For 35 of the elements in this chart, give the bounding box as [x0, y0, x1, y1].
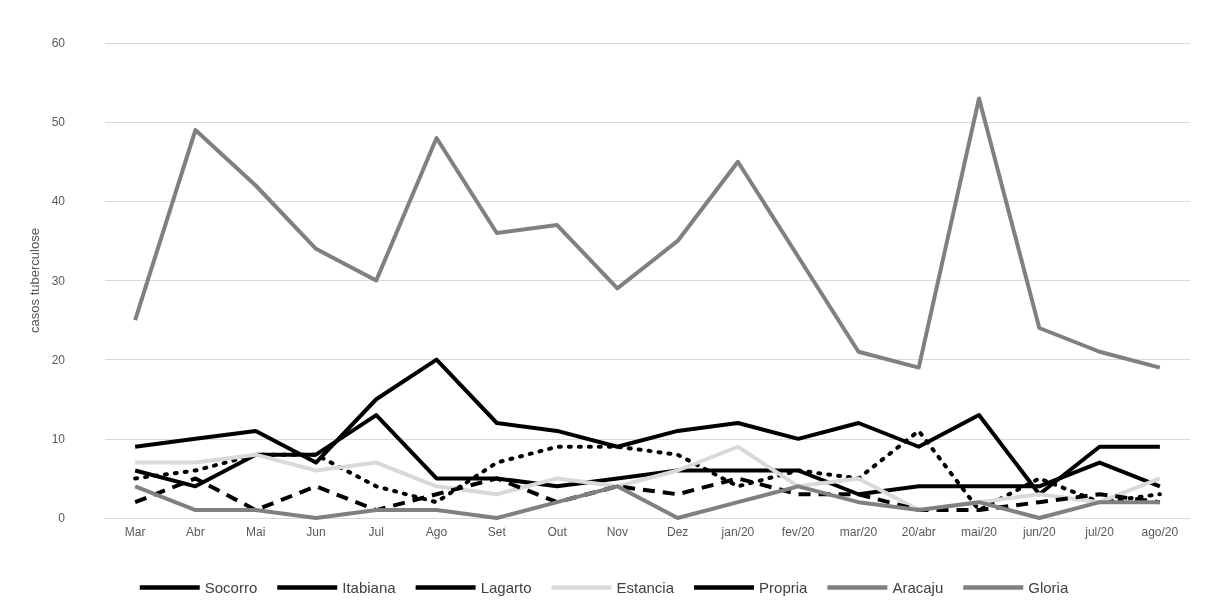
x-tick-label: jun/20 [1021, 525, 1056, 539]
y-axis-title: casos tuberculose [26, 228, 42, 333]
y-tick-label: 50 [51, 115, 66, 130]
y-tick-label: 60 [51, 36, 66, 50]
x-tick-label: Ago [425, 525, 448, 539]
x-tick-label: Mar [124, 525, 146, 539]
line-series [133, 96, 1162, 370]
y-tick-label: 20 [51, 352, 66, 367]
x-tick-label: Abr [186, 525, 205, 539]
legend-label: Socorro [204, 579, 258, 596]
x-tick-label: mai/20 [961, 525, 998, 539]
legend-label: Lagarto [480, 579, 532, 596]
x-tick-label: fev/20 [781, 525, 815, 539]
x-tick-label: Dez [666, 525, 689, 539]
x-tick-label: Mai [246, 525, 266, 539]
x-tick-label: Out [547, 525, 568, 539]
legend-label: Estancia [616, 579, 675, 596]
legend-label: Propria [759, 579, 809, 596]
x-tick-label: mar/20 [839, 525, 878, 539]
y-tick-label: 10 [51, 431, 66, 446]
legend-label: Gloria [1028, 579, 1069, 596]
y-tick-label: 40 [51, 194, 66, 209]
line-series [133, 484, 1162, 520]
x-tick-label: Jun [306, 525, 326, 539]
y-tick-label: 0 [58, 511, 66, 525]
x-tick-label: Set [487, 525, 507, 539]
x-tick-label: Nov [606, 525, 629, 539]
legend-label: Itabiana [342, 579, 397, 596]
x-tick-label: jan/20 [720, 525, 755, 539]
x-tick-label: Jul [368, 525, 384, 539]
legend-label: Aracaju [892, 579, 944, 596]
y-tick-label: 30 [51, 273, 66, 288]
x-tick-label: ago/20 [1141, 525, 1179, 539]
x-tick-label: jul/20 [1084, 525, 1115, 539]
x-tick-label: 20/abr [901, 525, 936, 539]
